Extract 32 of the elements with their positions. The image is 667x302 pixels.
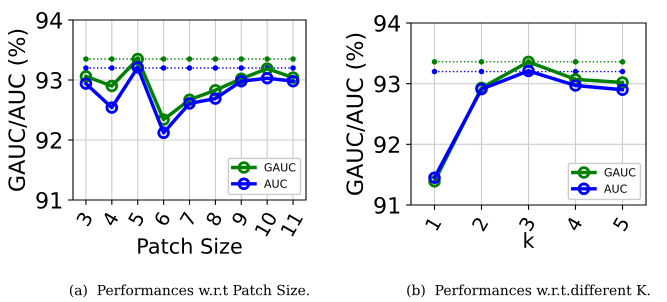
x-tick-label: 3 <box>518 216 536 232</box>
x-tick-label: 9 <box>230 211 249 227</box>
x-tick-label: 11 <box>280 212 303 237</box>
y-tick-label: 91 <box>36 192 62 209</box>
legend-label: GAUC <box>264 163 296 172</box>
text: (b) Performances w.r.t.different K. <box>407 284 650 298</box>
y-axis-title: GAUC/AUC (%) <box>346 34 366 195</box>
x-tick-label: 3 <box>76 211 94 227</box>
x-tick-label: 5 <box>612 216 630 232</box>
text: (a) Performances w.r.t Patch Size. <box>70 284 309 298</box>
x-tick-label: 10 <box>254 211 278 237</box>
legend-label: AUC <box>604 184 627 193</box>
x-tick-label: 2 <box>471 216 488 232</box>
x-tick-label: 1 <box>424 216 442 231</box>
y-tick-label: 93 <box>36 72 62 89</box>
x-tick-label: 7 <box>180 211 196 226</box>
y-axis-title: GAUC/AUC (%) <box>8 30 28 191</box>
y-tick-label: 93 <box>374 76 400 92</box>
y-tick-label: 94 <box>36 12 62 29</box>
y-tick-label: 92 <box>374 136 400 154</box>
y-tick-label: 94 <box>374 14 400 32</box>
x-tick-label: 5 <box>128 211 145 227</box>
x-axis-title: Patch Size <box>138 238 242 254</box>
x-tick-label: 6 <box>153 210 171 227</box>
x-tick-label: 4 <box>565 216 583 232</box>
y-tick-label: 92 <box>36 132 62 149</box>
x-tick-label: 4 <box>102 210 120 227</box>
x-tick-label: 8 <box>205 211 223 227</box>
legend-label: AUC <box>264 179 287 188</box>
x-axis-title: k <box>524 232 534 248</box>
y-tick-label: 91 <box>374 196 400 214</box>
legend-label: GAUC <box>604 168 636 177</box>
